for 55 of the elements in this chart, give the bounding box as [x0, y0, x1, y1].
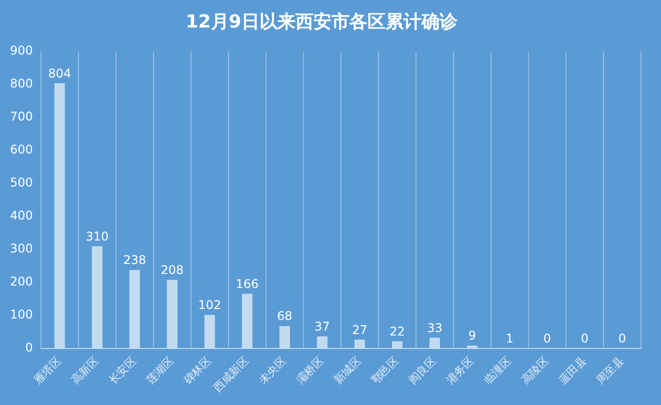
- y-tick-label: 700: [10, 110, 33, 124]
- x-tick-label: 周至县: [594, 354, 626, 387]
- bar: [392, 341, 402, 349]
- x-tick-label: 高新区: [68, 354, 102, 387]
- data-label: 0: [543, 332, 552, 346]
- bar: [92, 246, 102, 349]
- x-tick-label: 高陵区: [518, 354, 552, 387]
- x-tick-label: 港务区: [444, 354, 476, 387]
- x-tick-label: 长安区: [106, 354, 139, 387]
- y-tick-label: 200: [10, 274, 33, 289]
- bar: [354, 340, 365, 349]
- y-tick-label: 800: [10, 76, 33, 91]
- x-tick-label: 鄠邑区: [368, 354, 402, 387]
- data-label: 22: [390, 324, 405, 338]
- x-tick-label: 未央区: [256, 354, 289, 387]
- chart-title: 12月9日以来西安市各区累计确诊: [186, 11, 458, 32]
- x-tick-label: 蓝田县: [556, 354, 589, 387]
- bar: [279, 326, 290, 349]
- data-label: 1: [506, 331, 514, 346]
- x-tick-label: 西咸新区: [211, 354, 252, 394]
- bar: [204, 314, 215, 349]
- y-tick-label: 500: [10, 176, 33, 190]
- bar: [316, 336, 328, 349]
- bar: [466, 346, 478, 349]
- y-tick-label: 400: [10, 208, 33, 223]
- data-label: 0: [618, 332, 626, 346]
- x-tick-label: 雁塔区: [31, 354, 64, 387]
- data-label: 27: [352, 322, 368, 337]
- data-label: 33: [427, 320, 442, 335]
- data-label: 9: [468, 328, 476, 343]
- y-tick-label: 300: [10, 242, 33, 256]
- data-label: 238: [123, 253, 146, 268]
- bar: [129, 270, 140, 349]
- bar: [54, 83, 65, 349]
- data-label: 166: [236, 276, 259, 291]
- data-label: 0: [580, 332, 589, 346]
- x-tick-label: 新城区: [331, 354, 364, 387]
- bar: [166, 280, 178, 349]
- data-label: 208: [160, 263, 184, 278]
- bar: [429, 338, 440, 349]
- y-tick-label: 100: [10, 308, 33, 322]
- data-label: 804: [48, 66, 72, 80]
- y-tick-label: 0: [25, 340, 33, 355]
- x-tick-label: 莲湖区: [144, 354, 176, 387]
- data-label: 102: [198, 298, 222, 312]
- data-label: 68: [277, 309, 292, 324]
- x-tick-label: 碑林区: [180, 354, 214, 388]
- y-tick-label: 600: [10, 142, 33, 157]
- bar: [242, 294, 252, 349]
- x-tick-label: 灞桥区: [294, 354, 326, 387]
- x-tick-label: 阎良区: [406, 354, 439, 387]
- y-tick-label: 900: [10, 44, 33, 58]
- data-label: 310: [86, 229, 109, 244]
- x-tick-label: 临潼区: [481, 354, 514, 387]
- data-label: 37: [314, 319, 330, 334]
